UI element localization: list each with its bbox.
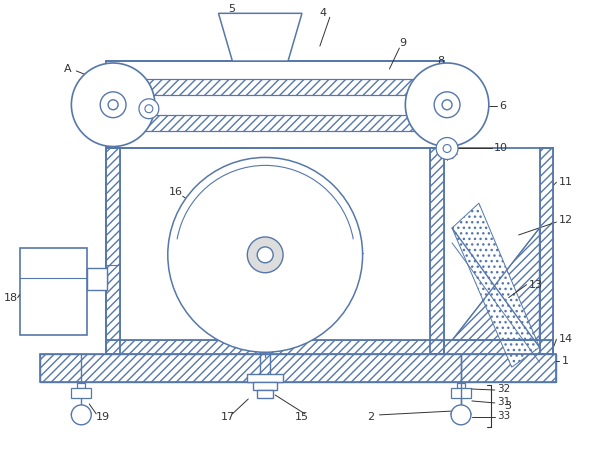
Circle shape — [139, 99, 159, 119]
Text: 13: 13 — [528, 280, 543, 290]
Text: 33: 33 — [497, 411, 510, 421]
Circle shape — [451, 405, 471, 425]
Polygon shape — [452, 203, 540, 367]
Bar — [106, 79, 444, 95]
Circle shape — [247, 237, 283, 273]
Bar — [40, 354, 556, 382]
Circle shape — [436, 138, 458, 159]
Bar — [40, 354, 556, 382]
Circle shape — [100, 92, 126, 118]
Bar — [20, 248, 87, 336]
Text: 12: 12 — [558, 215, 573, 225]
Polygon shape — [452, 228, 540, 340]
Text: 17: 17 — [220, 412, 235, 422]
Bar — [106, 149, 120, 354]
Bar — [106, 149, 120, 354]
Circle shape — [145, 105, 153, 113]
Bar — [106, 149, 444, 354]
Circle shape — [443, 145, 451, 152]
Text: 9: 9 — [400, 38, 407, 48]
Text: 14: 14 — [558, 334, 573, 344]
Bar — [457, 383, 465, 388]
Text: 31: 31 — [497, 397, 510, 407]
Circle shape — [405, 63, 489, 146]
Bar — [106, 115, 444, 131]
Bar — [106, 61, 444, 149]
Circle shape — [72, 405, 91, 425]
Bar — [106, 340, 444, 354]
Polygon shape — [219, 13, 302, 61]
Text: 15: 15 — [295, 412, 309, 422]
Bar — [451, 388, 471, 398]
Circle shape — [442, 100, 452, 110]
Bar — [430, 149, 444, 354]
Circle shape — [108, 100, 118, 110]
Text: 5: 5 — [228, 4, 235, 14]
Text: 4: 4 — [320, 8, 327, 18]
Bar — [430, 149, 444, 354]
Text: 8: 8 — [437, 56, 444, 66]
Text: 10: 10 — [494, 144, 508, 153]
Bar — [106, 79, 444, 95]
Bar — [247, 374, 283, 382]
Text: 2: 2 — [368, 412, 375, 422]
Circle shape — [168, 157, 363, 352]
Bar — [540, 149, 553, 354]
Text: 16: 16 — [169, 187, 183, 197]
Text: 6: 6 — [499, 101, 506, 111]
Text: A: A — [63, 64, 71, 74]
Bar — [254, 382, 277, 390]
Text: 11: 11 — [558, 177, 573, 187]
Bar — [444, 149, 553, 354]
Bar — [106, 115, 444, 131]
Bar — [72, 388, 91, 398]
Bar — [540, 149, 553, 354]
Bar — [106, 340, 444, 354]
Circle shape — [72, 63, 155, 146]
Bar — [257, 390, 273, 398]
Text: 32: 32 — [497, 384, 510, 394]
Bar — [87, 268, 107, 290]
Text: 19: 19 — [96, 412, 111, 422]
Text: 3: 3 — [504, 401, 511, 411]
Circle shape — [434, 92, 460, 118]
Text: 18: 18 — [4, 292, 18, 302]
Bar — [444, 340, 553, 354]
Bar — [444, 340, 553, 354]
Bar — [77, 383, 85, 388]
Text: 1: 1 — [561, 356, 569, 366]
Circle shape — [257, 247, 273, 263]
